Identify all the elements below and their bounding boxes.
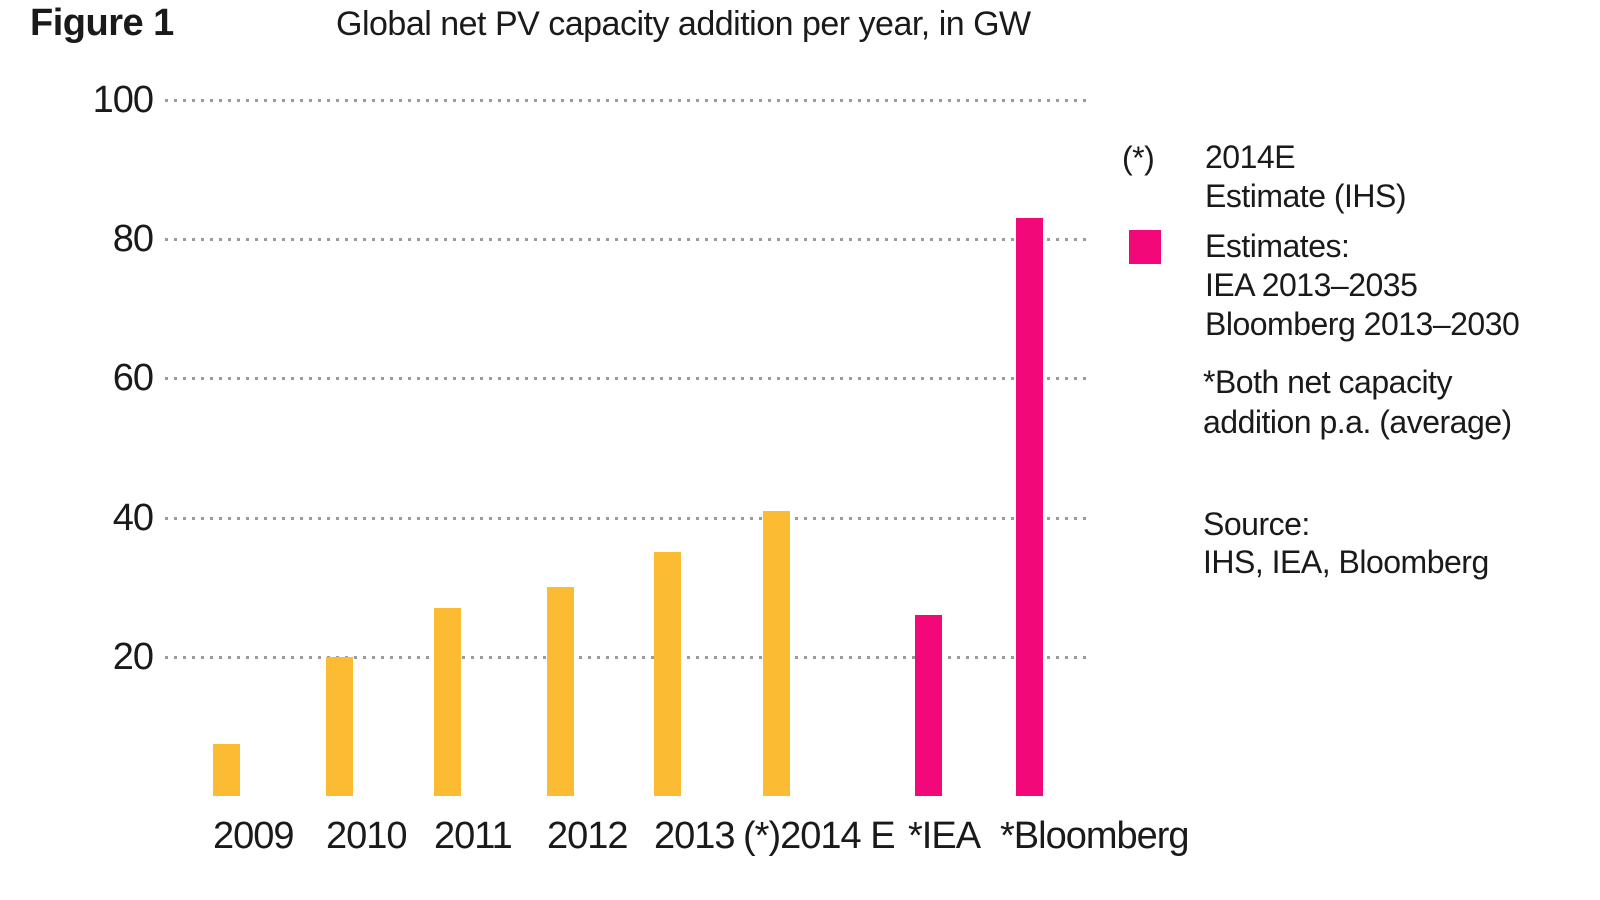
x-tick-label-2009: 2009	[213, 815, 295, 857]
legend-line: Estimate (IHS)	[1205, 178, 1407, 214]
x-tick-label-2014e: (*)2014 E	[743, 815, 896, 857]
source-note: Source: IHS, IEA, Bloomberg	[1203, 505, 1489, 581]
footnote-line: *Both net capacity	[1203, 364, 1452, 400]
gridline-100	[165, 99, 1090, 102]
x-tick-label-2011: 2011	[434, 815, 513, 857]
legend-estimate-swatch	[1129, 230, 1161, 264]
plot-area	[165, 99, 1090, 796]
legend-line: Bloomberg 2013–2030	[1205, 306, 1520, 342]
bar-2014e	[763, 510, 790, 796]
legend-estimates-entry: Estimates: IEA 2013–2035 Bloomberg 2013–…	[1205, 227, 1520, 344]
gridline-80	[165, 238, 1090, 242]
legend-line: 2014E	[1205, 139, 1296, 175]
y-tick-label-80: 80	[112, 218, 154, 261]
figure-label: Figure 1	[30, 2, 174, 44]
gridline-60	[165, 377, 1090, 381]
bar-2011	[434, 608, 461, 796]
legend-asterisk-entry: 2014E Estimate (IHS)	[1205, 138, 1407, 216]
bar-2009	[213, 743, 240, 796]
source-line: Source:	[1203, 506, 1310, 542]
y-tick-label-100: 100	[92, 79, 154, 121]
gridline-40	[165, 516, 1090, 520]
legend-line: Estimates:	[1205, 228, 1350, 264]
footnote-line: addition p.a. (average)	[1203, 404, 1512, 440]
x-tick-label-2012: 2012	[547, 815, 629, 857]
legend-asterisk-symbol: (*)	[1122, 140, 1155, 176]
figure-header: Figure 1 Global net PV capacity addition…	[0, 0, 1600, 60]
legend-line: IEA 2013–2035	[1205, 267, 1418, 303]
footnote: *Both net capacity addition p.a. (averag…	[1203, 362, 1512, 442]
bar-2010	[326, 656, 353, 796]
y-tick-label-40: 40	[112, 496, 154, 539]
bar-bloomberg	[1016, 218, 1043, 796]
source-line: IHS, IEA, Bloomberg	[1203, 544, 1489, 580]
y-tick-label-20: 20	[112, 635, 154, 678]
x-tick-label-2013: 2013	[654, 815, 736, 857]
chart-title: Global net PV capacity addition per year…	[336, 5, 1031, 43]
x-tick-label-bloomberg: *Bloomberg	[1000, 815, 1190, 857]
y-tick-label-60: 60	[112, 357, 154, 400]
x-tick-label-2010: 2010	[326, 815, 408, 857]
gridline-20	[165, 655, 1090, 659]
bar-iea	[915, 615, 942, 796]
bar-2013	[654, 552, 681, 796]
bar-2012	[547, 587, 574, 796]
x-tick-label-iea: *IEA	[908, 815, 981, 857]
